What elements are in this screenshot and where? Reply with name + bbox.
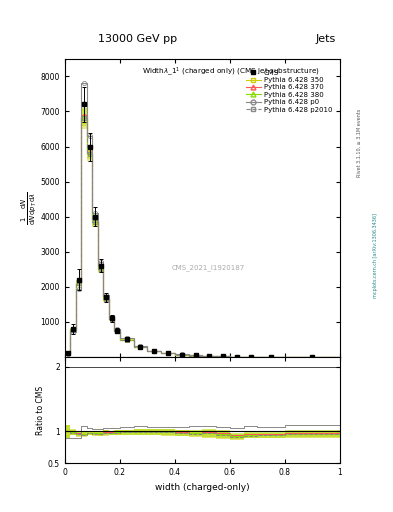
Text: 13000 GeV pp: 13000 GeV pp <box>98 33 177 44</box>
X-axis label: width (charged-only): width (charged-only) <box>155 483 250 492</box>
Text: Rivet 3.1.10, ≥ 3.1M events: Rivet 3.1.10, ≥ 3.1M events <box>357 109 362 178</box>
Y-axis label: Ratio to CMS: Ratio to CMS <box>36 386 45 435</box>
Text: Width$\lambda\_1^1$ (charged only) (CMS jet substructure): Width$\lambda\_1^1$ (charged only) (CMS … <box>142 65 320 78</box>
Text: Jets: Jets <box>316 33 336 44</box>
Y-axis label: $\frac{1}{\mathrm{d}N}\frac{\mathrm{d}N}{\mathrm{d}p_T\,\mathrm{d}\lambda}$: $\frac{1}{\mathrm{d}N}\frac{\mathrm{d}N}… <box>20 191 39 225</box>
Legend: CMS, Pythia 6.428 350, Pythia 6.428 370, Pythia 6.428 380, Pythia 6.428 p0, Pyth: CMS, Pythia 6.428 350, Pythia 6.428 370,… <box>244 68 334 114</box>
Text: CMS_2021_I1920187: CMS_2021_I1920187 <box>171 264 244 271</box>
Text: mcplots.cern.ch [arXiv:1306.3436]: mcplots.cern.ch [arXiv:1306.3436] <box>373 214 378 298</box>
